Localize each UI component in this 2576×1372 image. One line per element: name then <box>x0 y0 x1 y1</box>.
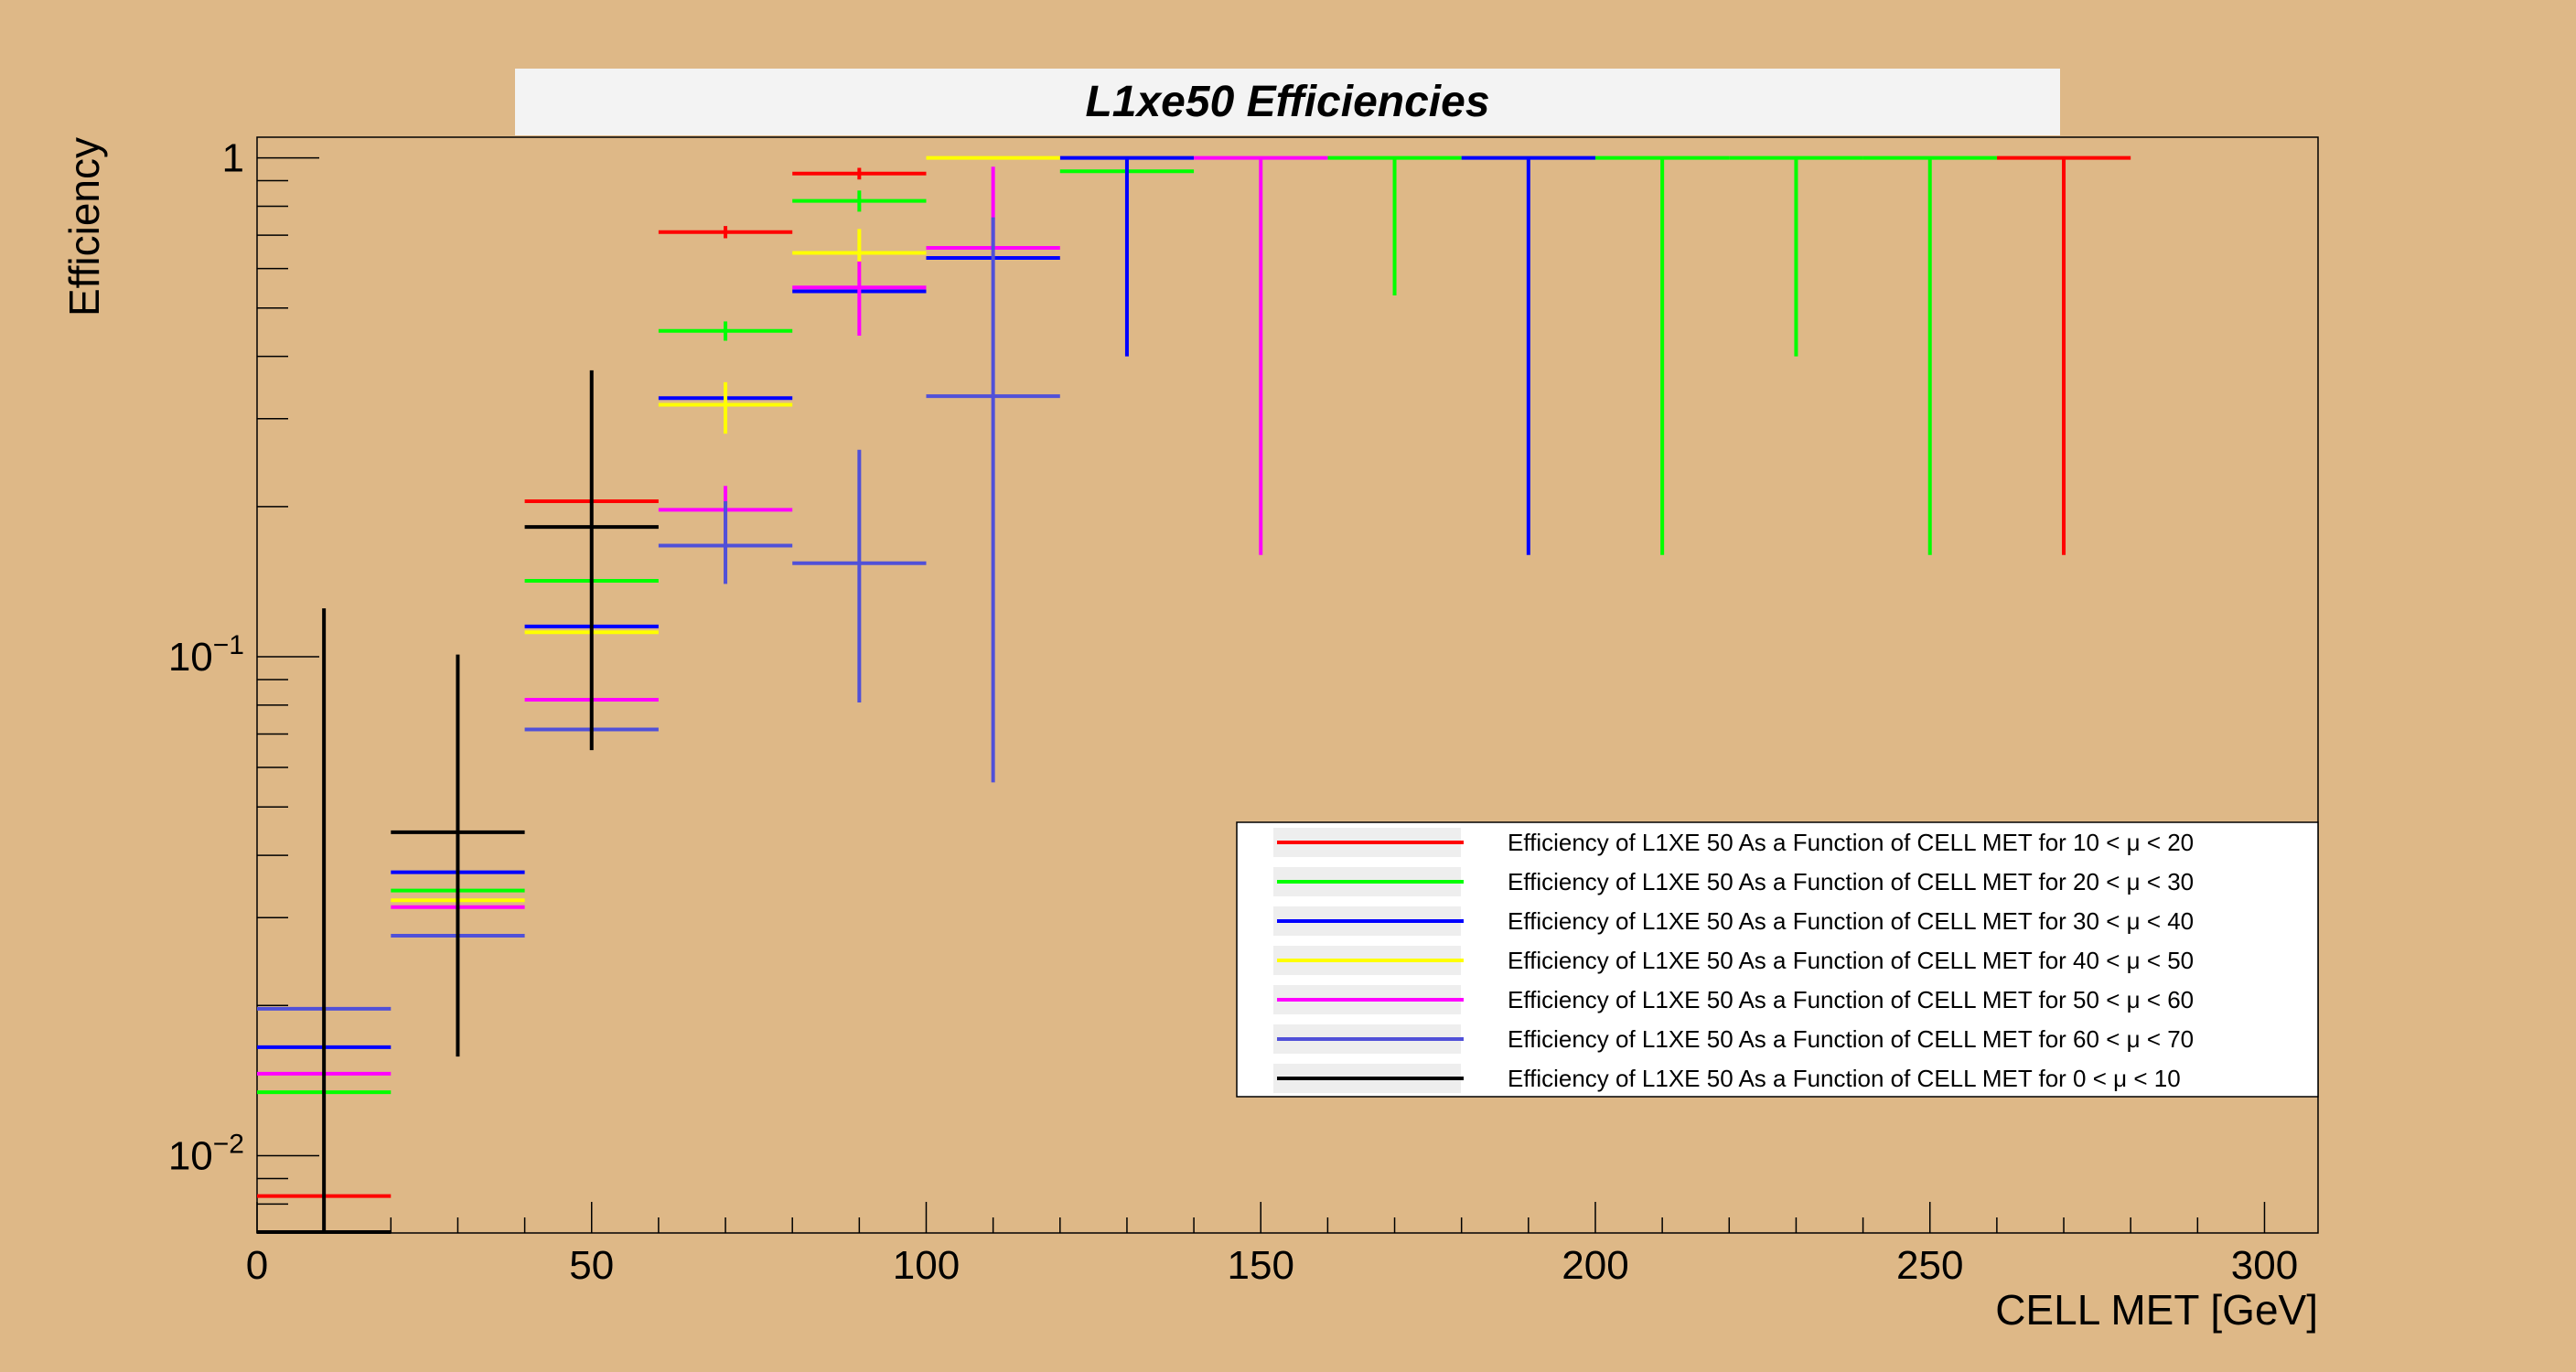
legend-entry: Efficiency of L1XE 50 As a Function of C… <box>1508 868 2194 895</box>
y-axis-title: Efficiency <box>60 137 108 316</box>
legend-entry: Efficiency of L1XE 50 As a Function of C… <box>1508 1025 2194 1053</box>
x-tick-label: 0 <box>246 1243 268 1288</box>
legend-entry: Efficiency of L1XE 50 As a Function of C… <box>1508 907 2194 935</box>
y-tick-label: 10−2 <box>168 1130 244 1179</box>
x-tick-label: 100 <box>893 1243 960 1288</box>
x-tick-label: 300 <box>2231 1243 2298 1288</box>
y-tick-label: 1 <box>222 136 244 181</box>
legend-entry: Efficiency of L1XE 50 As a Function of C… <box>1508 1065 2181 1092</box>
x-tick-label: 150 <box>1228 1243 1294 1288</box>
x-axis-title: CELL MET [GeV] <box>1995 1286 2318 1334</box>
x-tick-label: 200 <box>1562 1243 1628 1288</box>
plot-frame <box>256 136 2319 1234</box>
x-tick-label: 250 <box>1896 1243 1963 1288</box>
legend-entry: Efficiency of L1XE 50 As a Function of C… <box>1508 829 2194 856</box>
chart-title: L1xe50 Efficiencies <box>1085 78 1490 126</box>
legend-entry: Efficiency of L1XE 50 As a Function of C… <box>1508 986 2194 1013</box>
x-tick-label: 50 <box>569 1243 614 1288</box>
chart-title-box: L1xe50 Efficiencies <box>515 69 2060 135</box>
legend-entry: Efficiency of L1XE 50 As a Function of C… <box>1508 947 2194 974</box>
y-tick-label: 10−1 <box>168 630 244 680</box>
